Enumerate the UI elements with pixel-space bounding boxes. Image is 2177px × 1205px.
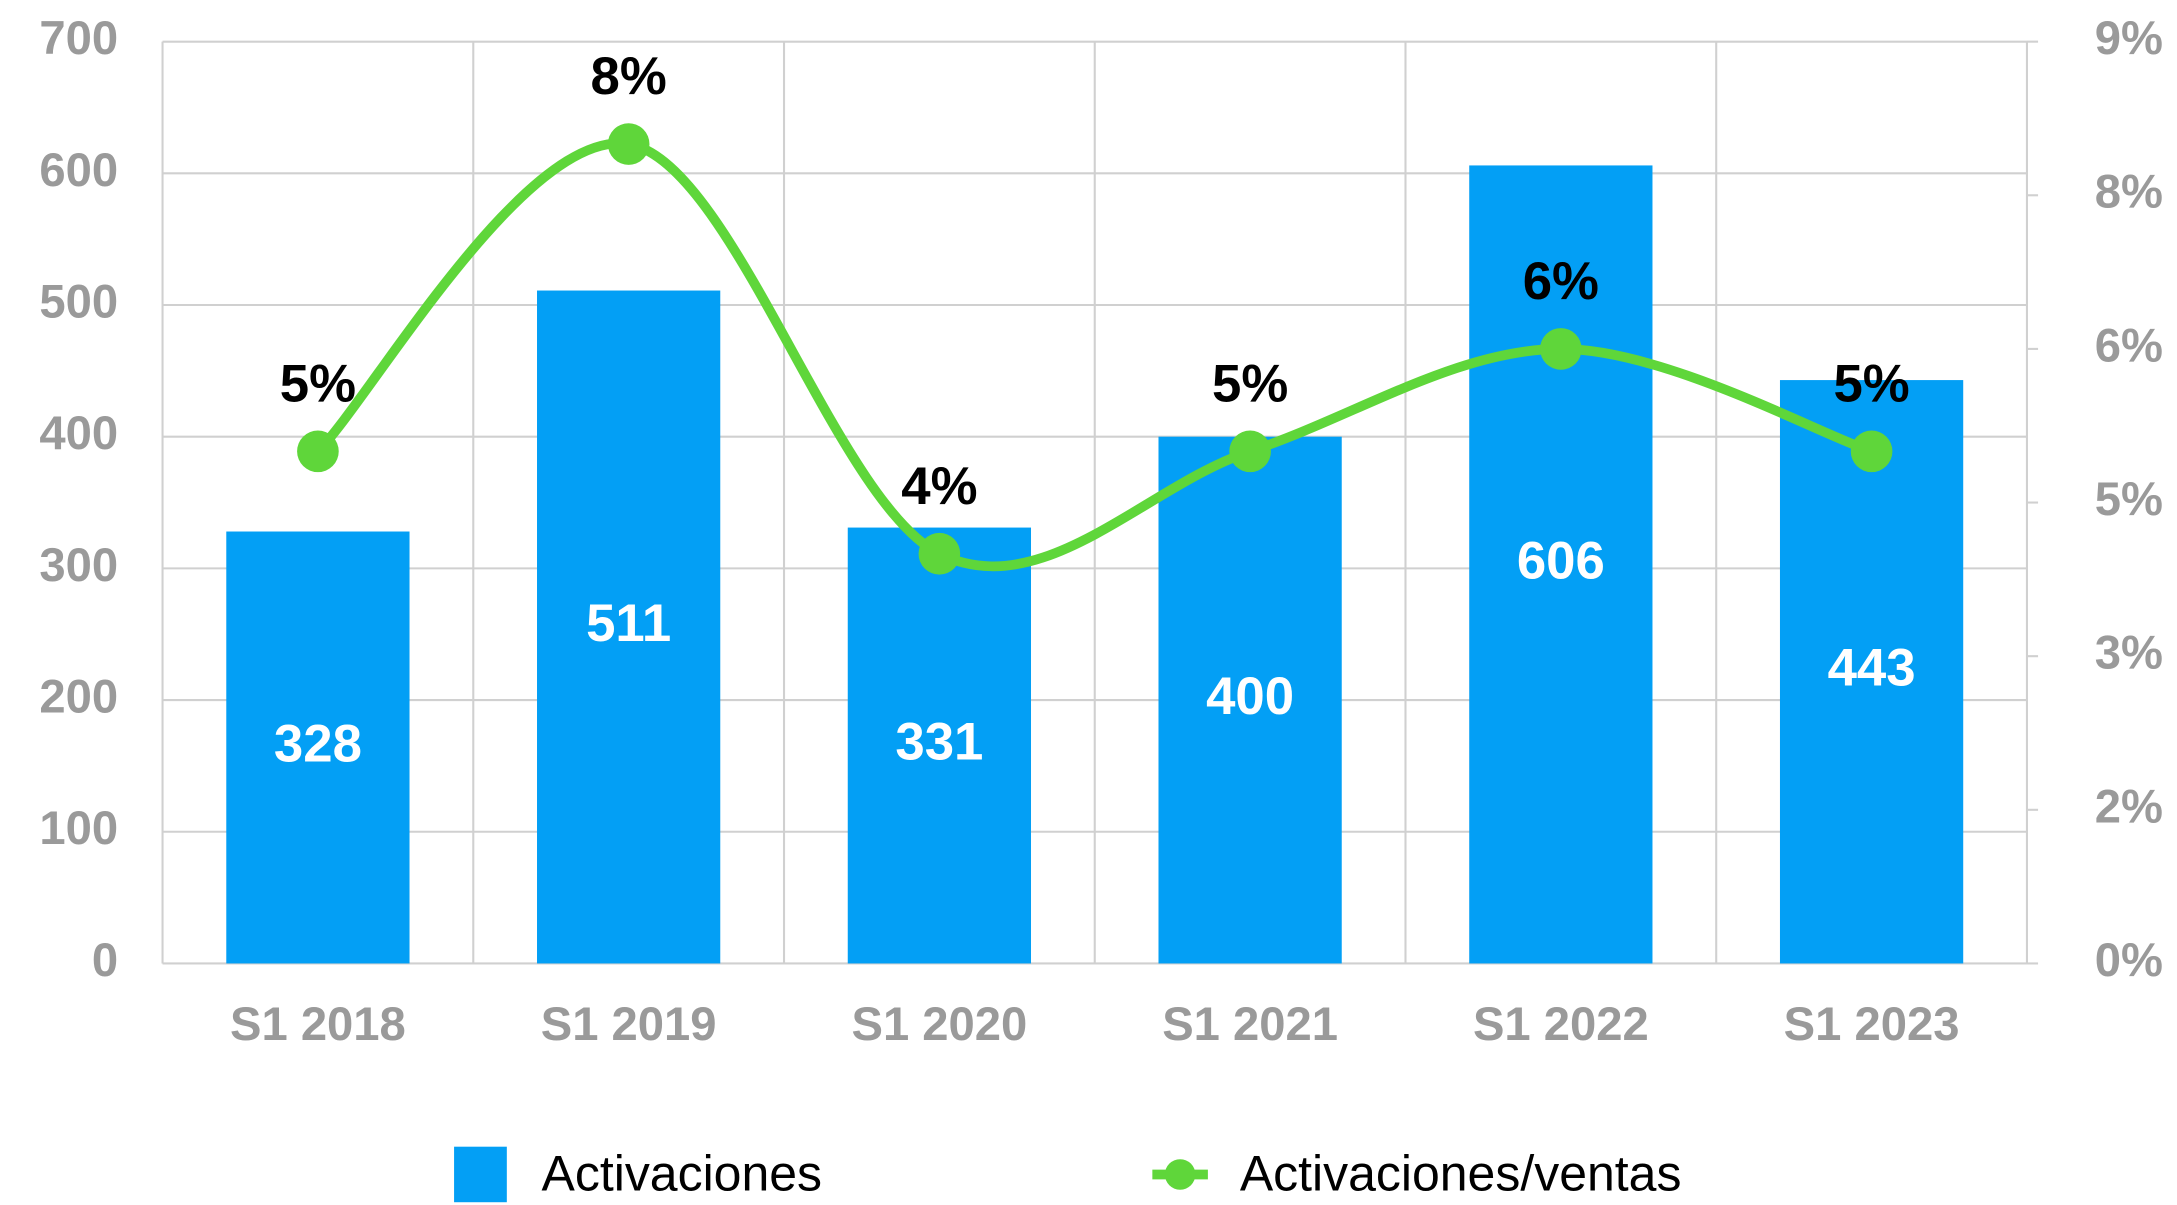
x-tick-label: S1 2019	[541, 998, 717, 1051]
line-point	[297, 430, 339, 473]
legend-swatch-dot	[1164, 1159, 1196, 1190]
y-tick-label: 0	[92, 934, 118, 987]
y-tick-label: 500	[39, 275, 118, 328]
bar-value-label: 443	[1828, 639, 1916, 698]
line-value-label: 5%	[1833, 354, 1909, 413]
y2-tick-label: 6%	[2095, 319, 2163, 372]
y2-tick-label: 0%	[2095, 934, 2163, 987]
y-tick-label: 200	[39, 671, 118, 724]
line-point	[1850, 430, 1893, 473]
y2-tick-label: 3%	[2095, 627, 2163, 680]
line-point	[918, 532, 961, 575]
bar	[1469, 165, 1653, 964]
line-value-label: 5%	[1212, 354, 1288, 413]
line-value-label: 8%	[591, 47, 667, 106]
y2-tick-label: 8%	[2095, 166, 2163, 219]
bar-value-label: 400	[1206, 667, 1294, 726]
y-tick-label: 700	[39, 12, 118, 65]
y-tick-label: 100	[39, 802, 118, 855]
x-tick-label: S1 2023	[1784, 998, 1960, 1051]
x-tick-label: S1 2021	[1162, 998, 1338, 1051]
bar-value-label: 331	[895, 712, 983, 771]
y-tick-label: 600	[39, 144, 118, 197]
x-tick-label: S1 2022	[1473, 998, 1649, 1051]
bar	[847, 527, 1032, 964]
x-tick-label: S1 2020	[851, 998, 1027, 1051]
y-tick-label: 400	[39, 407, 118, 460]
legend-label: Activaciones/ventas	[1240, 1145, 1682, 1201]
line-point	[1540, 328, 1582, 370]
y2-tick-label: 9%	[2095, 12, 2163, 65]
line-point	[1229, 430, 1271, 473]
y2-tick-label: 5%	[2095, 473, 2163, 526]
line-value-label: 6%	[1523, 252, 1599, 311]
x-tick-label: S1 2018	[230, 998, 406, 1051]
bar	[226, 531, 410, 964]
legend-label: Activaciones	[542, 1145, 823, 1201]
bar-value-label: 511	[586, 594, 671, 653]
y2-tick-label: 2%	[2095, 780, 2163, 833]
legend-swatch	[454, 1146, 507, 1203]
bar	[1158, 436, 1342, 964]
y-tick-label: 300	[39, 539, 118, 592]
line-point	[607, 123, 650, 165]
bar-value-label: 328	[274, 714, 362, 773]
line-value-label: 5%	[280, 354, 356, 413]
bar	[1779, 380, 1964, 964]
bar	[537, 290, 721, 964]
line-value-label: 4%	[901, 457, 977, 516]
bar-value-label: 606	[1517, 531, 1605, 590]
